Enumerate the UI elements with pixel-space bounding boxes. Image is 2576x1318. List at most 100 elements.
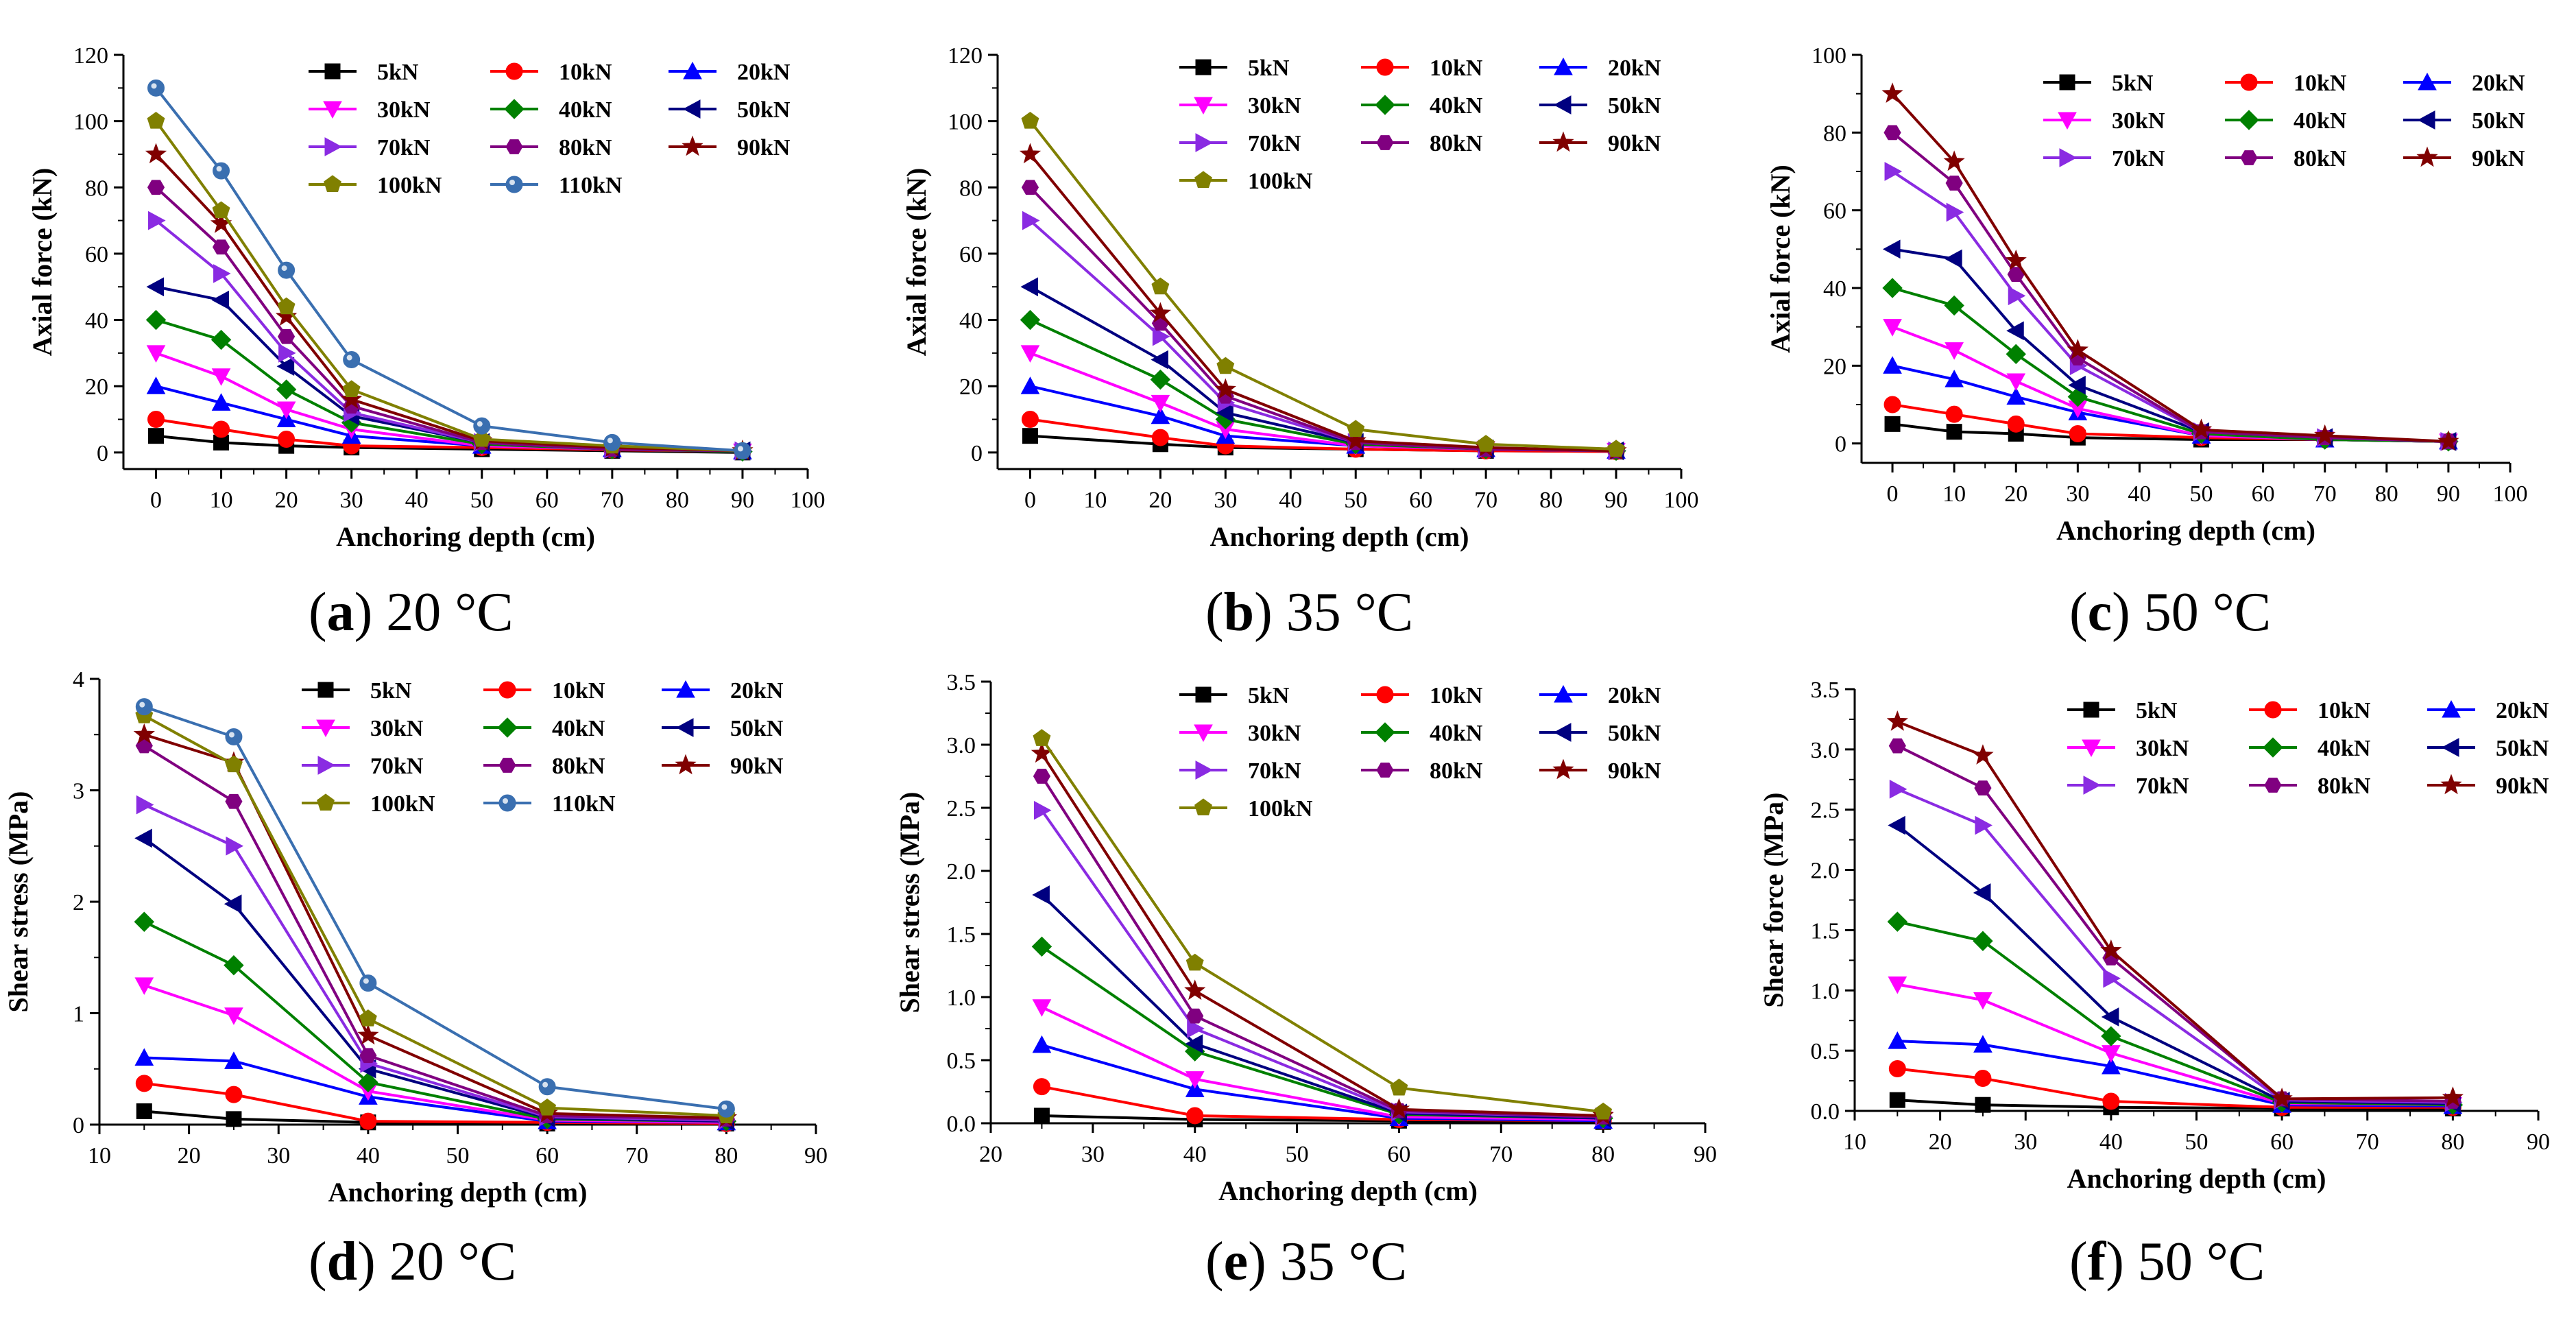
y-tick-label: 60 bbox=[85, 242, 108, 267]
legend-label: 10kN bbox=[1430, 56, 1483, 81]
legend-label: 50kN bbox=[737, 97, 791, 123]
data-point bbox=[2101, 1007, 2119, 1027]
y-tick-label: 3.0 bbox=[947, 733, 976, 758]
data-point bbox=[1216, 357, 1235, 374]
y-tick-label: 2.5 bbox=[1811, 798, 1840, 824]
legend-marker bbox=[505, 62, 523, 80]
legend-label: 80kN bbox=[1430, 758, 1483, 784]
series-90kN bbox=[1881, 82, 2459, 451]
legend-item-5kN: 5kN bbox=[1179, 683, 1290, 708]
legend-marker bbox=[317, 756, 336, 775]
series-line bbox=[1029, 285, 1617, 453]
legend-label: 80kN bbox=[2294, 146, 2347, 171]
x-tick-label: 10 bbox=[1083, 488, 1107, 513]
marker-highlight bbox=[509, 180, 515, 185]
legend: 5kN 10kN 20kN 30kN 40kN 50kN 70kN 80kN 90kN 100kN bbox=[1179, 56, 1661, 194]
legend-marker bbox=[683, 61, 702, 80]
data-point bbox=[472, 429, 491, 447]
y-tick-label: 80 bbox=[85, 176, 108, 201]
data-point bbox=[2008, 286, 2026, 306]
x-tick-label: 0 bbox=[1887, 481, 1899, 507]
data-point bbox=[1945, 249, 1962, 269]
marker-highlight bbox=[363, 978, 369, 984]
caption-letter: f bbox=[2087, 1232, 2106, 1292]
legend-item-80kN: 80kN bbox=[490, 135, 612, 160]
data-point bbox=[135, 1075, 153, 1092]
y-tick-label: 80 bbox=[959, 176, 983, 201]
legend-marker bbox=[316, 719, 335, 738]
series-50kN bbox=[1882, 239, 2457, 451]
legend-item-10kN: 10kN bbox=[490, 60, 612, 85]
x-axis-label: Anchoring depth (cm) bbox=[336, 521, 595, 552]
x-tick-label: 90 bbox=[1604, 488, 1628, 513]
legend-item-90kN: 90kN bbox=[669, 135, 791, 160]
data-point bbox=[275, 305, 298, 326]
legend-label: 100kN bbox=[1248, 796, 1313, 822]
legend-item-40kN: 40kN bbox=[2225, 108, 2347, 134]
series-line bbox=[154, 87, 743, 453]
y-tick-label: 1.5 bbox=[1811, 918, 1840, 944]
data-point bbox=[1021, 112, 1039, 129]
x-tick-label: 50 bbox=[1286, 1142, 1309, 1167]
legend-item-80kN: 80kN bbox=[2225, 146, 2347, 171]
series-90kN bbox=[133, 723, 737, 1127]
data-point bbox=[2102, 1092, 2120, 1110]
y-tick-label: 0.5 bbox=[947, 1049, 976, 1074]
legend-marker bbox=[1194, 798, 1212, 816]
caption-d: (d) 20 °C bbox=[309, 1232, 517, 1292]
series-50kN bbox=[134, 828, 734, 1131]
legend-label: 70kN bbox=[1248, 758, 1301, 784]
data-point bbox=[2102, 1056, 2121, 1075]
x-tick-label: 20 bbox=[979, 1142, 1002, 1167]
data-point bbox=[211, 290, 230, 310]
data-point bbox=[147, 112, 165, 129]
data-point bbox=[276, 401, 296, 420]
legend-marker bbox=[497, 717, 518, 738]
data-point bbox=[1883, 319, 1902, 337]
legend-marker bbox=[2240, 150, 2258, 165]
data-point bbox=[226, 1111, 242, 1127]
x-tick-label: 70 bbox=[2356, 1129, 2379, 1155]
legend-marker bbox=[2059, 148, 2078, 167]
data-point bbox=[1973, 931, 1993, 951]
legend-label: 70kN bbox=[2136, 774, 2189, 799]
data-point bbox=[2100, 939, 2122, 960]
series-line bbox=[1040, 737, 1604, 1114]
legend-marker bbox=[1194, 724, 1213, 743]
caption-letter: d bbox=[326, 1232, 358, 1292]
data-point bbox=[2006, 321, 2024, 341]
legend-label: 30kN bbox=[377, 97, 431, 123]
y-tick-label: 0 bbox=[1835, 432, 1846, 457]
legend-item-50kN: 50kN bbox=[2403, 108, 2525, 134]
x-tick-label: 40 bbox=[1279, 488, 1302, 513]
data-point bbox=[1151, 394, 1170, 413]
legend-marker bbox=[2058, 112, 2077, 130]
legend-label: 50kN bbox=[1608, 93, 1661, 119]
series-100kN bbox=[1021, 112, 1625, 457]
data-point bbox=[1946, 424, 1962, 440]
y-axis-label: Shear stress (MPa) bbox=[3, 791, 34, 1013]
series-30kN bbox=[134, 977, 736, 1132]
legend-label: 30kN bbox=[2136, 736, 2189, 761]
legend-marker bbox=[498, 758, 516, 773]
data-point bbox=[1884, 162, 1903, 181]
data-point bbox=[1185, 953, 1204, 971]
y-tick-label: 1.0 bbox=[1811, 979, 1840, 1004]
data-point bbox=[1972, 744, 1994, 765]
data-point bbox=[2314, 424, 2336, 445]
x-tick-label: 60 bbox=[1409, 488, 1432, 513]
legend-item-5kN: 5kN bbox=[1179, 56, 1290, 81]
legend-label: 100kN bbox=[377, 173, 442, 198]
legend-label: 70kN bbox=[1248, 131, 1301, 156]
legend-item-30kN: 30kN bbox=[302, 716, 424, 741]
x-tick-label: 0 bbox=[1024, 488, 1036, 513]
data-point bbox=[1945, 176, 1963, 191]
legend-item-90kN: 90kN bbox=[2427, 774, 2549, 799]
legend-label: 50kN bbox=[730, 716, 784, 741]
x-tick-label: 100 bbox=[2493, 481, 2528, 507]
series-100kN bbox=[1033, 729, 1613, 1120]
data-point bbox=[1186, 1107, 1204, 1125]
legend-label: 30kN bbox=[370, 716, 424, 741]
legend-item-50kN: 50kN bbox=[2427, 736, 2549, 761]
legend: 5kN 10kN 20kN 30kN 40kN 50kN 70kN 80kN 90kN bbox=[2067, 698, 2549, 799]
